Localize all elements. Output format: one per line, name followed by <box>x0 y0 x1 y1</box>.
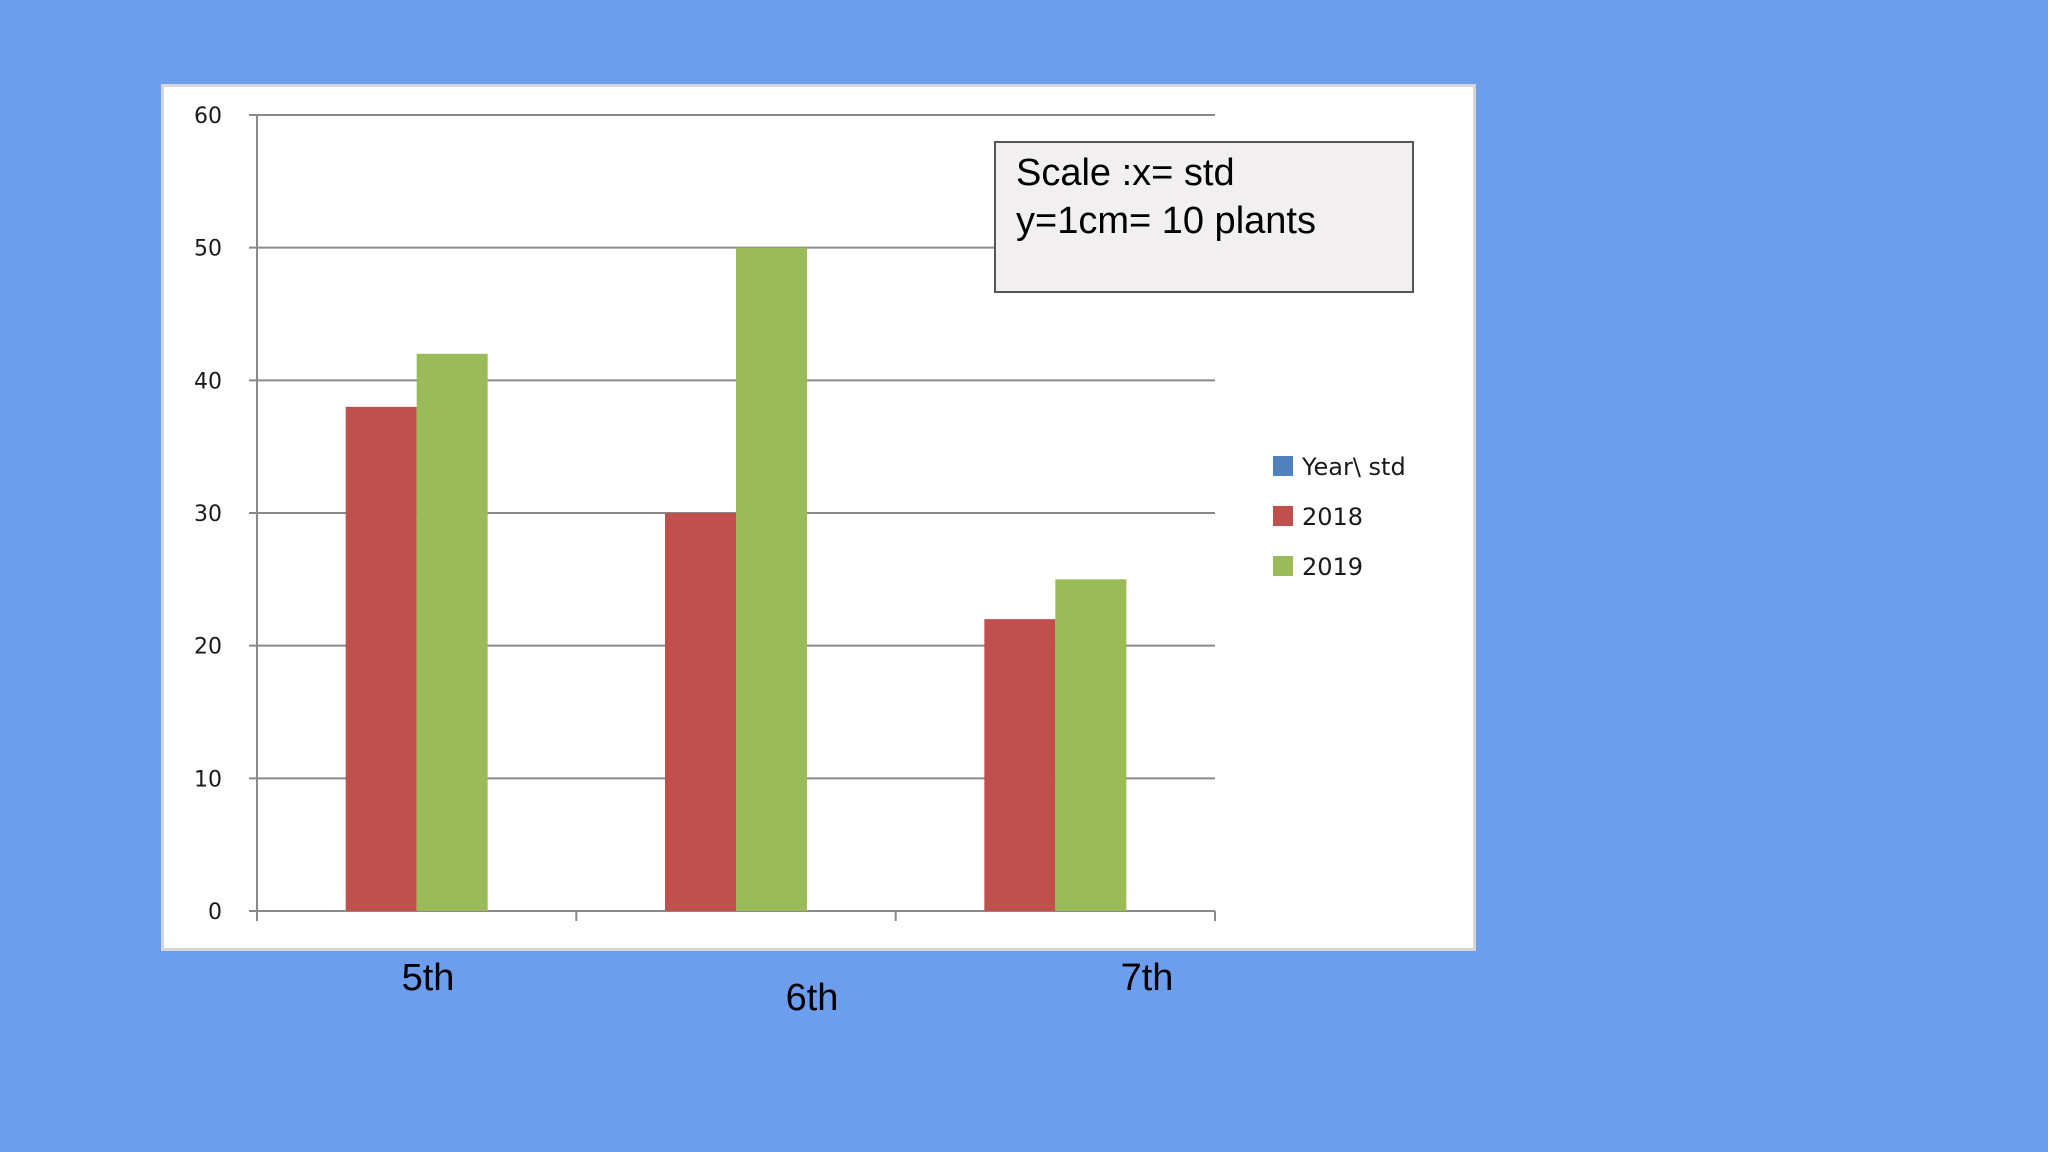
scale-note: Scale :x= std y=1cm= 10 plants <box>994 141 1414 293</box>
legend-swatch-2019 <box>1273 556 1293 576</box>
category-label-5th: 5th <box>402 957 455 999</box>
bar-2018-5th <box>345 406 417 911</box>
legend: Year\ std 2018 2019 <box>1273 453 1406 581</box>
legend-label-Year\ std: Year\ std <box>1301 453 1406 481</box>
y-tick-label: 0 <box>208 900 222 925</box>
bar-2019-7th <box>1055 579 1127 911</box>
category-label-6th: 6th <box>786 977 839 1019</box>
bar-2018-6th <box>665 513 736 911</box>
bar-2019-5th <box>416 353 488 911</box>
legend-label-2018: 2018 <box>1302 503 1363 531</box>
legend-swatch-2018 <box>1273 506 1293 526</box>
x-category-labels: 5th 6th 7th <box>402 957 1174 1019</box>
scale-note-line-1: Scale :x= std <box>1016 152 1235 194</box>
category-label-7th: 7th <box>1121 957 1174 999</box>
y-tick-label: 60 <box>194 104 222 129</box>
y-tick-label: 10 <box>194 767 222 792</box>
y-tick-label: 20 <box>194 635 222 660</box>
legend-swatch-Year\ std <box>1273 456 1293 476</box>
bars <box>345 247 1127 911</box>
legend-label-2019: 2019 <box>1302 553 1363 581</box>
y-tick-label: 40 <box>194 369 222 394</box>
scale-note-line-2: y=1cm= 10 plants <box>1016 200 1316 242</box>
y-tick-label: 50 <box>194 237 222 262</box>
bar-2019-6th <box>736 247 807 911</box>
bar-2018-7th <box>984 619 1056 911</box>
y-tick-label: 30 <box>194 502 222 527</box>
y-tick-labels: 0 10 20 30 40 50 60 <box>194 104 222 925</box>
